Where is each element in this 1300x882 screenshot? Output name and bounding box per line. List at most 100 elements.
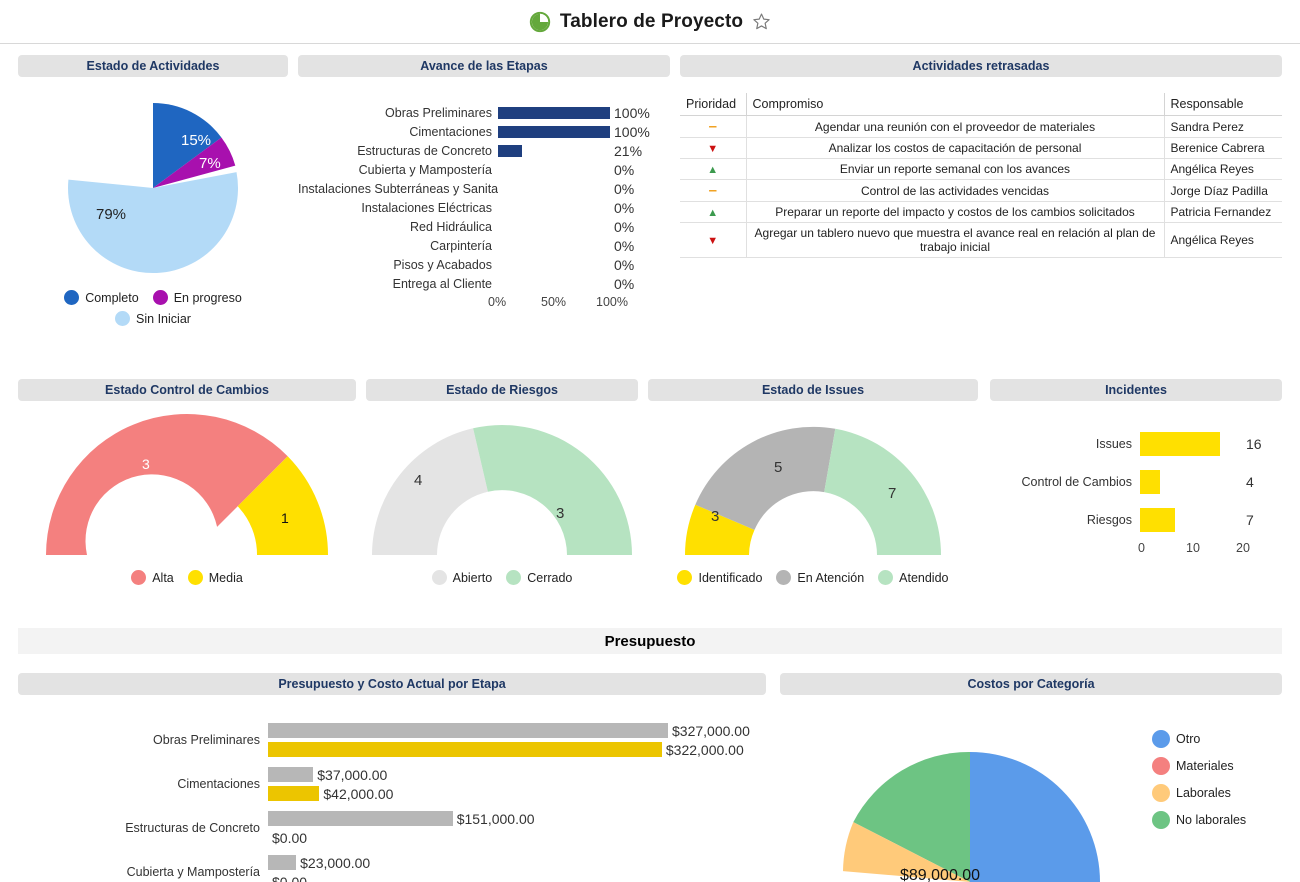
bar-value-label: 0% [614,256,635,273]
legend-item-en-progreso[interactable]: En progreso [152,290,242,305]
col-prioridad: Prioridad [680,93,747,116]
grouped-bar-row[interactable]: Cimentaciones $37,000.00 $42,000.00 [18,762,766,806]
priority-down-icon: ▼ [707,143,719,155]
gauge-riesgos[interactable]: 4 3 [366,405,638,555]
table-row[interactable]: ▼ Analizar los costos de capacitación de … [680,137,1282,159]
x-tick: 20 [1236,541,1250,555]
table-row[interactable]: – Control de las actividades vencidas Jorg… [680,179,1282,202]
bar-category-label: Obras Preliminares [385,105,492,120]
legend-item-no-laborales[interactable]: No laborales [1152,811,1246,829]
legend-item-alta[interactable]: Alta [131,570,174,585]
bar-category-label: Cimentaciones [177,777,260,791]
legend-swatch-icon [506,570,522,585]
pie-value-label: $89,000.00 [900,867,980,882]
bar-row[interactable]: Issues 16 [990,425,1282,463]
grouped-bar-row[interactable]: Cubierta y Mampostería $23,000.00 $0.00 [18,850,766,882]
legend-item-media[interactable]: Media [187,570,243,585]
bar-costo-actual [268,742,662,757]
star-icon[interactable] [752,12,771,31]
bar-row[interactable]: Riesgos 7 [990,501,1282,539]
bar-row[interactable]: Obras Preliminares 100% [298,103,670,122]
gauge-issues[interactable]: 3 5 7 [648,405,978,555]
legend-swatch-icon [776,570,792,585]
svg-text:5: 5 [774,459,782,476]
bar-row[interactable]: Cubierta y Mampostería 0% [298,160,670,179]
legend-item-completo[interactable]: Completo [64,290,139,305]
svg-text:4: 4 [414,472,422,489]
legend-swatch-icon [131,570,147,585]
legend-item-identificado[interactable]: Identificado [677,570,762,585]
legend-label: Sin Iniciar [136,311,191,326]
legend-label: No laborales [1176,813,1247,827]
bar-value-label: 16 [1246,436,1262,452]
table-row[interactable]: ▲ Enviar un reporte semanal con los avanc… [680,158,1282,180]
panel-actividades-retrasadas: Actividades retrasadas [680,55,1282,77]
priority-medium-icon: – [708,182,717,199]
priority-up-icon: ▲ [707,207,719,219]
table-row[interactable]: – Agendar una reunión con el proveedor de… [680,115,1282,138]
bar-presupuesto [268,855,297,870]
bar-value-label: 0% [614,218,635,235]
legend-estado-actividades: Completo En progreso Sin Iniciar [18,290,288,326]
bar-row[interactable]: Instalaciones Subterráneas y Sanitarias 0… [298,179,670,198]
legend-item-cerrado[interactable]: Cerrado [506,570,572,585]
chart-estado-actividades[interactable]: 15% 7% 79% [18,83,288,283]
legend-item-abierto[interactable]: Abierto [431,570,493,585]
legend-swatch-icon [115,311,131,326]
panel-costos-categoria: Costos por Categoría [780,673,1282,695]
bar-row[interactable]: Instalaciones Eléctricas 0% [298,198,670,217]
panel-estado-control-cambios: Estado Control de Cambios [18,379,356,401]
legend-item-materiales[interactable]: Materiales [1152,757,1234,775]
cell-responsable: Angélica Reyes [1164,222,1282,258]
panel-title: Incidentes [990,379,1282,401]
cell-compromiso: Agregar un tablero nuevo que muestra el … [746,222,1165,258]
panel-title: Estado Control de Cambios [18,379,356,401]
legend-label: Atendido [899,570,949,585]
chart-incidentes[interactable]: Issues 16 Control de Cambios 4 Riesgos 7 0 10… [990,425,1282,565]
grouped-bar-row[interactable]: Obras Preliminares $327,000.00 $322,000.00 [18,718,766,762]
bar [498,106,610,119]
grouped-bar-row[interactable]: Estructuras de Concreto $151,000.00 $0.00 [18,806,766,850]
chart-avance-etapas[interactable]: Obras Preliminares 100% Cimentaciones 100% E… [298,103,670,318]
bar-row[interactable]: Cimentaciones 100% [298,122,670,141]
bar-row[interactable]: Carpintería 0% [298,236,670,255]
bar-costo-actual [268,786,320,801]
chart-costos-categoria[interactable]: $89,000.00 [790,712,1150,882]
gauge-svg: 3 5 7 [685,426,942,555]
panel-estado-issues: Estado de Issues [648,379,978,401]
bar-value-label: $0.00 [272,873,308,882]
legend-label: En progreso [173,290,242,305]
panel-presupuesto-etapa: Presupuesto y Costo Actual por Etapa [18,673,766,695]
legend-label: Abierto [452,570,493,585]
gauge-svg: 4 3 [372,425,632,555]
priority-medium-icon: – [708,118,717,135]
table-row[interactable]: ▼ Agregar un tablero nuevo que muestra el… [680,222,1282,258]
legend-item-en-atencion[interactable]: En Atención [776,570,864,585]
bar-value-label: 0% [614,237,635,254]
legend-item-otro[interactable]: Otro [1152,730,1200,748]
priority-down-icon: ▼ [707,235,719,247]
bar-row[interactable]: Control de Cambios 4 [990,463,1282,501]
legend-item-sin-iniciar[interactable]: Sin Iniciar [115,311,191,326]
gauge-control-cambios[interactable]: 3 1 [18,405,356,555]
bar-row[interactable]: Entrega al Cliente 0% [298,274,670,293]
cell-prioridad: – [680,115,747,138]
bar-category-label: Instalaciones Subterráneas y Sanitarias [298,181,498,196]
legend-label: Laborales [1176,786,1231,800]
legend-swatch-icon [1152,784,1170,802]
cell-compromiso: Preparar un reporte del impacto y costos… [746,201,1165,223]
legend-swatch-icon [1152,730,1170,748]
table-actividades-retrasadas[interactable]: Prioridad Compromiso Responsable – Agenda… [680,93,1282,258]
legend-item-atendido[interactable]: Atendido [878,570,949,585]
bar-value-label: 7 [1246,512,1254,528]
chart-presupuesto-etapa[interactable]: Obras Preliminares $327,000.00 $322,000.00… [18,718,766,882]
bar-category-label: Instalaciones Eléctricas [361,200,492,215]
table-row[interactable]: ▲ Preparar un reporte del impacto y costo… [680,201,1282,223]
bar-row[interactable]: Estructuras de Concreto 21% [298,141,670,160]
bar-category-label: Cubierta y Mampostería [358,162,492,177]
bar-row[interactable]: Pisos y Acabados 0% [298,255,670,274]
cell-responsable: Angélica Reyes [1164,158,1282,180]
panel-title: Estado de Riesgos [366,379,638,401]
bar-row[interactable]: Red Hidráulica 0% [298,217,670,236]
legend-item-laborales[interactable]: Laborales [1152,784,1231,802]
